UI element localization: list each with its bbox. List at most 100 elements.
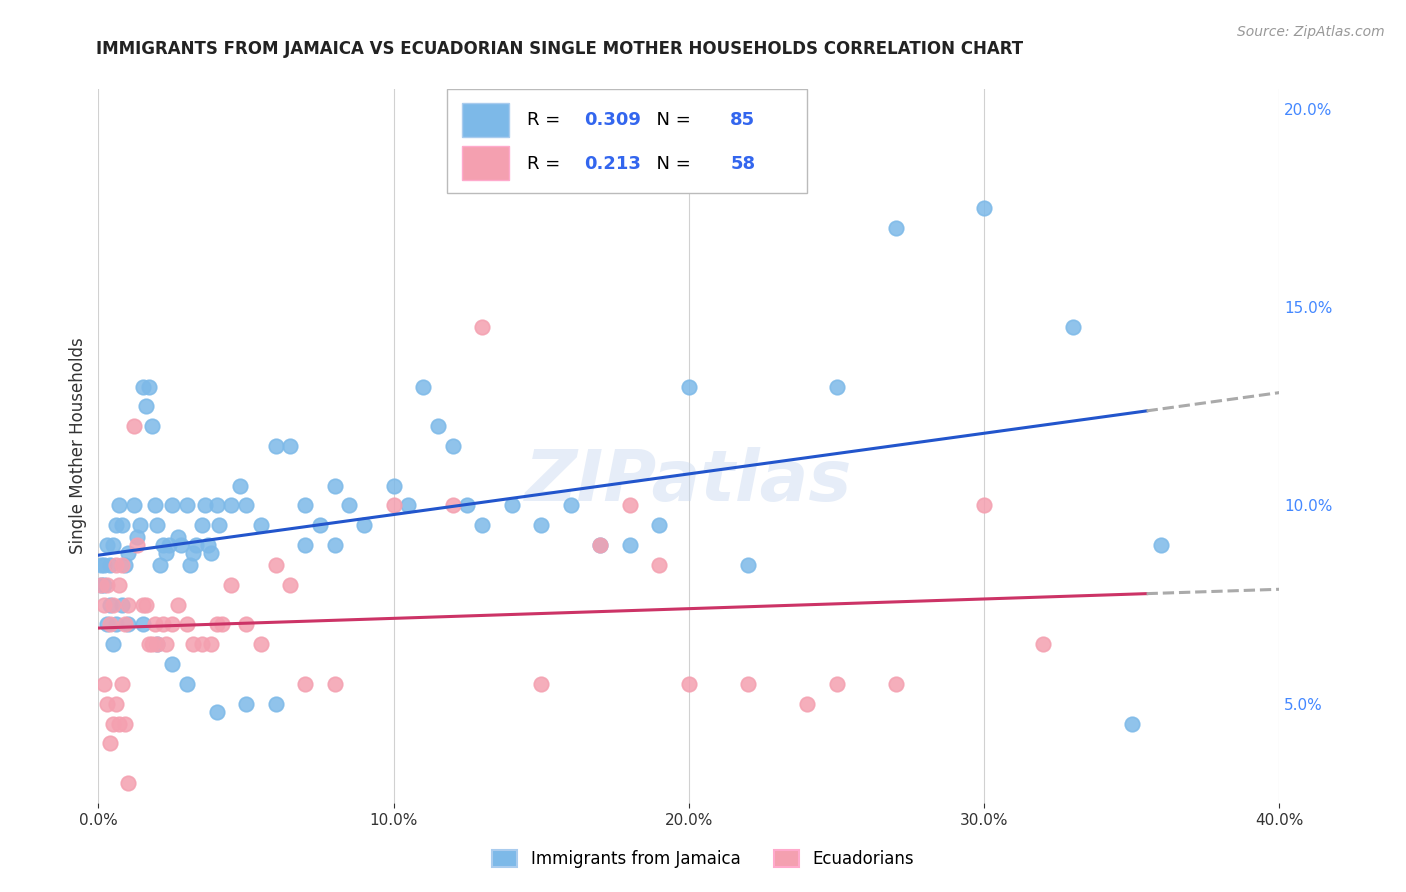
Point <box>152 617 174 632</box>
Point <box>114 716 136 731</box>
Point <box>589 538 612 552</box>
Point <box>294 677 316 691</box>
Point <box>176 677 198 691</box>
Point <box>179 558 201 572</box>
Point <box>132 379 155 393</box>
Point <box>138 637 160 651</box>
Point <box>122 419 145 434</box>
Point <box>111 677 134 691</box>
Point <box>117 776 139 790</box>
Point <box>294 538 316 552</box>
Point <box>353 518 375 533</box>
Point <box>678 677 700 691</box>
Point <box>471 320 494 334</box>
Point <box>205 617 228 632</box>
Point <box>132 598 155 612</box>
Point <box>146 637 169 651</box>
Point <box>96 538 118 552</box>
Point <box>98 598 121 612</box>
Point <box>90 578 112 592</box>
Point <box>205 705 228 719</box>
Point <box>125 538 148 552</box>
Point <box>441 499 464 513</box>
Point <box>501 499 523 513</box>
Point <box>149 558 172 572</box>
Point <box>96 617 118 632</box>
Point <box>560 499 582 513</box>
Point <box>235 617 257 632</box>
Point <box>441 439 464 453</box>
Point <box>155 546 177 560</box>
Point <box>152 538 174 552</box>
Point <box>219 578 242 592</box>
Point <box>114 558 136 572</box>
Point <box>825 379 848 393</box>
Point <box>648 518 671 533</box>
Point <box>264 558 287 572</box>
Point <box>105 518 128 533</box>
Point <box>103 598 125 612</box>
Point <box>108 578 131 592</box>
Point <box>884 221 907 235</box>
Legend: Immigrants from Jamaica, Ecuadorians: Immigrants from Jamaica, Ecuadorians <box>485 843 921 875</box>
Point <box>176 499 198 513</box>
Point <box>122 499 145 513</box>
Point <box>98 617 121 632</box>
Point <box>648 558 671 572</box>
Point <box>973 499 995 513</box>
FancyBboxPatch shape <box>463 145 509 180</box>
Point <box>382 499 405 513</box>
Point <box>155 637 177 651</box>
Point <box>825 677 848 691</box>
Point <box>250 518 273 533</box>
Text: N =: N = <box>645 155 697 173</box>
Point <box>1062 320 1084 334</box>
FancyBboxPatch shape <box>463 103 509 137</box>
Point <box>138 379 160 393</box>
Point <box>146 518 169 533</box>
Point <box>323 677 346 691</box>
Point <box>146 637 169 651</box>
Point <box>211 617 233 632</box>
Point <box>93 578 115 592</box>
Point <box>117 617 139 632</box>
Point <box>229 478 252 492</box>
Point <box>114 617 136 632</box>
Point <box>1121 716 1143 731</box>
Y-axis label: Single Mother Households: Single Mother Households <box>69 338 87 554</box>
Point <box>530 677 553 691</box>
Point <box>141 637 163 651</box>
Text: 58: 58 <box>730 155 755 173</box>
Point <box>108 716 131 731</box>
Point <box>111 558 134 572</box>
Point <box>162 499 183 513</box>
Point <box>427 419 450 434</box>
Point <box>1032 637 1054 651</box>
Point <box>619 538 641 552</box>
Point <box>309 518 332 533</box>
Point <box>135 400 157 414</box>
Point <box>471 518 494 533</box>
Point <box>170 538 193 552</box>
Point <box>93 558 115 572</box>
Point <box>105 558 128 572</box>
Point <box>278 439 302 453</box>
Point <box>456 499 478 513</box>
Point <box>200 637 222 651</box>
Point <box>98 736 121 750</box>
Point <box>382 478 405 492</box>
Point <box>128 518 150 533</box>
Point <box>96 578 118 592</box>
Point <box>143 617 166 632</box>
Point <box>103 538 125 552</box>
Point <box>98 558 121 572</box>
Point <box>200 546 222 560</box>
Point <box>96 697 118 711</box>
Point <box>219 499 242 513</box>
Point <box>108 499 131 513</box>
Point <box>250 637 273 651</box>
Point <box>90 558 112 572</box>
Point <box>167 598 190 612</box>
Text: Source: ZipAtlas.com: Source: ZipAtlas.com <box>1237 25 1385 39</box>
Point <box>103 716 125 731</box>
